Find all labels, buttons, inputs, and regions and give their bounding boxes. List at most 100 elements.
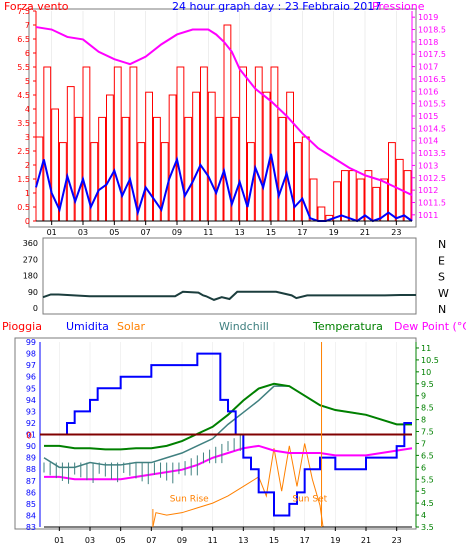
humidity-line: [44, 352, 412, 517]
pressure-tick-label: 1017.5: [418, 50, 446, 59]
time-tick-label: 03: [85, 536, 95, 545]
pressure-tick-label: 1012: [418, 186, 438, 195]
wind-force-tick-label: 2: [25, 161, 30, 170]
humidity-tick-label: 89: [26, 454, 36, 463]
gust-bar: [317, 206, 326, 222]
time-tick-label: 13: [238, 536, 248, 545]
humidity-tick-label: 96: [26, 373, 36, 382]
sun-set-label: Sun Set: [292, 494, 327, 504]
pressure-tick-label: 1018.5: [418, 26, 446, 35]
wind-force-line: [35, 153, 413, 223]
humidity-tick-label: 98: [26, 350, 36, 359]
temperature-tick-label: 6.5: [421, 451, 434, 460]
temperature-tick-label: 11: [421, 344, 431, 353]
pressure-tick-label: 1013.5: [418, 149, 446, 158]
pressure-tick-label: 1011.5: [418, 198, 446, 207]
gust-bar: [278, 116, 287, 222]
pressure-tick-label: 1019: [418, 13, 438, 22]
time-tick-label: 03: [78, 228, 88, 237]
wind-force-tick-label: 7.5: [17, 7, 30, 16]
humidity-tick-label: 95: [26, 384, 36, 393]
series-label: Dew Point (°C): [394, 320, 466, 333]
gust-bar: [74, 116, 83, 222]
pressure-line: [35, 26, 413, 196]
humidity-tick-label: 92: [26, 419, 36, 428]
wind-pressure-panel: Forza vento 24 hour graph day : 23 Febbr…: [4, 0, 446, 237]
direction-tick-label: 0: [33, 304, 38, 313]
temperature-line: [44, 382, 412, 451]
pressure-tick-label: 1011: [418, 211, 438, 220]
temperature-tick-label: 9: [421, 392, 426, 401]
solar-line: [44, 443, 412, 528]
gust-bar: [176, 66, 185, 222]
series-label: Windchill: [219, 320, 269, 333]
gust-bar: [66, 86, 75, 222]
direction-tick-label: 180: [23, 272, 38, 281]
gust-bar: [145, 91, 154, 222]
temperature-tick-label: 9.5: [421, 380, 434, 389]
gust-bar: [192, 91, 201, 222]
temperature-tick-label: 10.5: [421, 356, 439, 365]
dew-point-line: [44, 444, 413, 481]
direction-tick-label: 90: [28, 288, 38, 297]
gust-bar: [98, 116, 106, 222]
direction-tick-label: 360: [23, 239, 38, 248]
humidity-tick-label: 93: [26, 407, 36, 416]
time-tick-label: 23: [392, 536, 402, 545]
time-tick-label: 19: [330, 536, 340, 545]
compass-label: E: [438, 254, 445, 267]
time-tick-label: 15: [269, 536, 279, 545]
gust-bar: [294, 142, 302, 222]
gust-bar: [341, 170, 349, 222]
wind-force-tick-label: 5.5: [17, 63, 30, 72]
time-tick-label: 01: [47, 228, 57, 237]
series-label: Solar: [117, 320, 146, 333]
temperature-tick-label: 5: [421, 487, 426, 496]
sun-rise-label: Sun Rise: [170, 494, 209, 504]
compass-label: W: [438, 287, 449, 300]
wind-force-tick-label: 1: [25, 189, 30, 198]
wind-force-tick-label: 0.5: [17, 203, 30, 212]
time-tick-label: 15: [266, 228, 276, 237]
time-tick-label: 05: [116, 536, 126, 545]
humidity-tick-label: 91: [26, 431, 36, 440]
gust-bar: [168, 94, 177, 222]
temperature-tick-label: 8: [421, 416, 426, 425]
time-tick-label: 01: [54, 536, 64, 545]
time-tick-label: 17: [297, 228, 307, 237]
gust-bar: [90, 142, 99, 222]
panel-1-frame: [28, 8, 417, 228]
gust-bar: [231, 116, 240, 222]
wind-force-tick-label: 1.5: [17, 175, 30, 184]
gust-bar: [262, 91, 271, 222]
wind-force-tick-label: 7: [25, 21, 30, 30]
chart-title: 24 hour graph day : 23 Febbraio 2017: [172, 0, 381, 13]
gust-bar: [184, 116, 193, 222]
humidity-tick-label: 90: [26, 442, 36, 451]
temperature-tick-label: 4.5: [421, 499, 434, 508]
pressure-tick-label: 1014.5: [418, 124, 446, 133]
compass-label: N: [438, 303, 446, 316]
temperature-tick-label: 8.5: [421, 404, 434, 413]
time-tick-label: 09: [177, 536, 187, 545]
pressure-axis-label: Pressione: [372, 0, 425, 13]
time-tick-label: 11: [203, 228, 213, 237]
compass-label: S: [438, 271, 445, 284]
gust-bar: [200, 66, 208, 222]
pressure-tick-label: 1013: [418, 161, 438, 170]
humidity-tick-label: 84: [26, 511, 36, 520]
temperature-tick-label: 7.5: [421, 428, 434, 437]
time-tick-label: 07: [141, 228, 151, 237]
panel-2-frame: [42, 237, 417, 315]
wind-force-tick-label: 3.5: [17, 119, 30, 128]
time-tick-label: 05: [109, 228, 119, 237]
temperature-tick-label: 5.5: [421, 475, 434, 484]
gust-bar: [207, 91, 216, 222]
humidity-tick-label: 83: [26, 523, 36, 532]
gust-bar: [113, 66, 122, 222]
gust-bar: [309, 178, 318, 222]
wind-force-tick-label: 6.5: [17, 35, 30, 44]
